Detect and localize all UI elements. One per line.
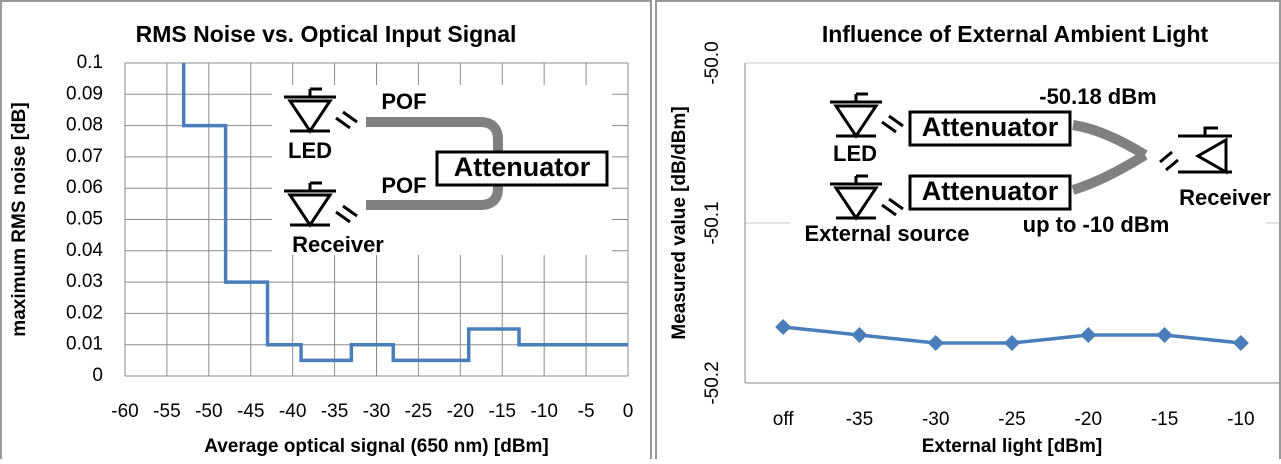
y-tick-label: 0 bbox=[92, 365, 103, 386]
inset-left: POF LED Attenuator POF Receiver bbox=[272, 85, 612, 257]
annotation: Attenuator bbox=[922, 112, 1059, 142]
y-tick-label: -50.0 bbox=[702, 41, 723, 84]
x-tick-label: -10 bbox=[1227, 409, 1254, 430]
data-point bbox=[1004, 335, 1020, 351]
x-tick-label: -15 bbox=[1151, 409, 1178, 430]
annotation: Attenuator bbox=[454, 152, 591, 182]
annotation: Receiver bbox=[1179, 185, 1271, 210]
y-tick-label: 0.02 bbox=[66, 302, 103, 323]
x-tick-label: -60 bbox=[111, 401, 138, 422]
x-tick-label: -20 bbox=[1075, 409, 1102, 430]
annotation: LED bbox=[288, 138, 332, 163]
annotation: POF bbox=[381, 173, 426, 198]
data-point bbox=[1232, 335, 1249, 351]
x-tick-label: 0 bbox=[623, 401, 634, 422]
x-tick-label: -40 bbox=[279, 401, 306, 422]
data-point bbox=[851, 327, 868, 343]
y-tick-label: 0.01 bbox=[66, 334, 103, 355]
x-tick-label: -50 bbox=[195, 401, 222, 422]
y-tick-label: 0.06 bbox=[66, 177, 103, 198]
annotation: LED bbox=[833, 141, 877, 166]
y-tick-label: -50.2 bbox=[702, 361, 723, 404]
x-tick-label: -30 bbox=[922, 409, 949, 430]
y-tick-label: 0.07 bbox=[66, 146, 103, 167]
x-tick-label: -55 bbox=[153, 401, 180, 422]
data-point bbox=[1080, 327, 1097, 343]
panel-border bbox=[655, 0, 1281, 464]
data-point bbox=[927, 335, 944, 351]
plot-right: Influence of External Ambient Light Exter… bbox=[669, 21, 1279, 457]
annotation: -50.18 dBm bbox=[1039, 84, 1156, 109]
x-tick-label: -5 bbox=[578, 401, 595, 422]
y-tick-label: 0.04 bbox=[66, 240, 103, 261]
y-tick-label: 0.1 bbox=[77, 52, 103, 73]
x-tick-label: -15 bbox=[489, 401, 516, 422]
annotation: External source bbox=[804, 221, 969, 246]
x-tick-label: -25 bbox=[998, 409, 1025, 430]
y-axis-title: Measured value [dB/dBm] bbox=[669, 106, 690, 339]
x-tick-label: -35 bbox=[846, 409, 873, 430]
inset-right: -50.18 dBm Attenuator LED Attenuator Ext… bbox=[790, 84, 1271, 246]
annotation: POF bbox=[381, 89, 426, 114]
x-tick-label: -25 bbox=[405, 401, 432, 422]
plot-left: RMS Noise vs. Optical Input Signal Averag… bbox=[9, 21, 633, 457]
y-tick-label: -50.1 bbox=[702, 201, 723, 244]
panel-border bbox=[0, 0, 652, 464]
annotation: Receiver bbox=[292, 232, 384, 257]
chart-title: RMS Noise vs. Optical Input Signal bbox=[136, 21, 517, 47]
y-axis-title: maximum RMS noise [dB] bbox=[9, 102, 30, 336]
annotation: up to -10 dBm bbox=[1023, 212, 1170, 237]
y-tick-label: 0.03 bbox=[66, 271, 103, 292]
y-tick-label: 0.09 bbox=[66, 83, 103, 104]
x-axis-title: Average optical signal (650 nm) [dBm] bbox=[204, 436, 549, 457]
x-tick-label: -45 bbox=[237, 401, 264, 422]
x-tick-label: -10 bbox=[530, 401, 557, 422]
data-line bbox=[181, 63, 628, 363]
x-tick-label: -20 bbox=[447, 401, 474, 422]
x-tick-label: off bbox=[773, 409, 795, 430]
y-tick-label: 0.05 bbox=[66, 209, 103, 230]
x-tick-label: -30 bbox=[363, 401, 390, 422]
annotation: Attenuator bbox=[922, 176, 1059, 206]
data-point bbox=[775, 319, 792, 335]
x-axis-title: External light [dBm] bbox=[922, 436, 1103, 457]
chart-title: Influence of External Ambient Light bbox=[822, 21, 1209, 47]
y-tick-label: 0.08 bbox=[66, 115, 103, 136]
x-tick-label: -35 bbox=[321, 401, 348, 422]
data-point bbox=[1156, 327, 1173, 343]
